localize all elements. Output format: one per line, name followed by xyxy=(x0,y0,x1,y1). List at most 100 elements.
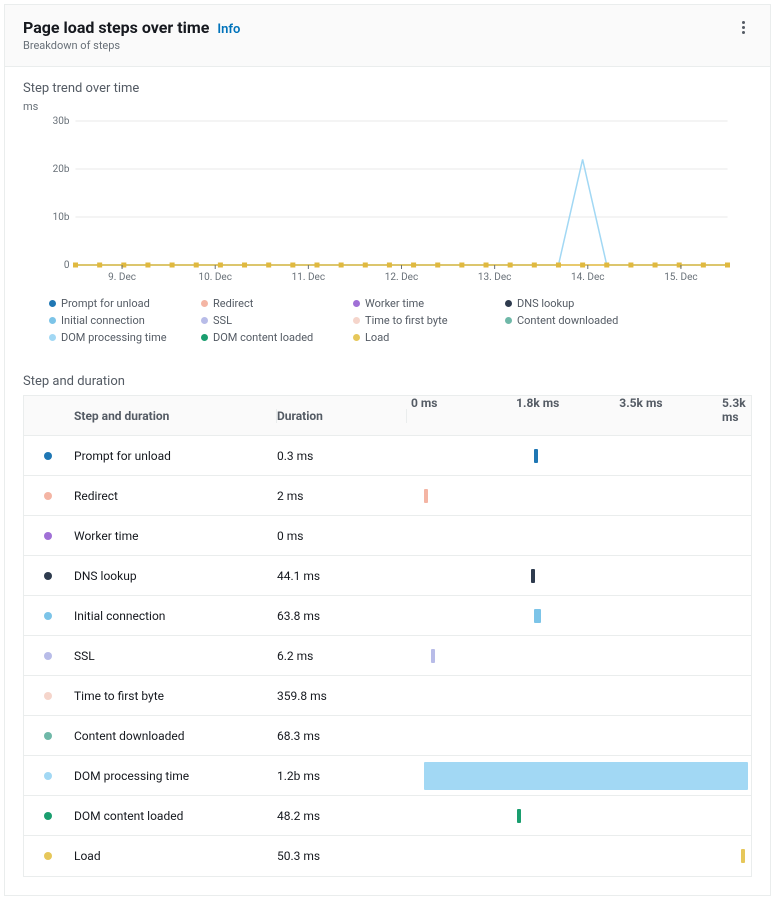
row-duration-value: 0.3 ms xyxy=(277,449,407,463)
legend-item: DOM content loaded xyxy=(201,331,341,344)
legend-item: Load xyxy=(353,331,493,344)
row-color-dot-icon xyxy=(44,772,52,780)
step-duration-table: Step and duration Duration 0 ms1.8k ms3.… xyxy=(23,395,752,877)
legend-dot-icon xyxy=(353,317,360,324)
header-left: Page load steps over time Info Breakdown… xyxy=(23,18,734,52)
legend-dot-icon xyxy=(505,317,512,324)
duration-bar xyxy=(741,849,745,863)
legend-item: DOM processing time xyxy=(49,331,189,344)
row-duration-value: 44.1 ms xyxy=(277,569,407,583)
table-row: DOM content loaded48.2 ms xyxy=(24,796,751,836)
svg-text:10b: 10b xyxy=(53,212,70,223)
row-duration-value: 63.8 ms xyxy=(277,609,407,623)
row-duration-value: 0 ms xyxy=(277,529,407,543)
row-bar-cell xyxy=(407,596,751,635)
legend-label: Load xyxy=(365,331,389,344)
row-bar-cell xyxy=(407,796,751,835)
chart-y-unit: ms xyxy=(23,100,752,113)
legend-dot-icon xyxy=(201,334,208,341)
bar-axis-tick: 1.8k ms xyxy=(516,396,559,410)
legend-dot-icon xyxy=(49,334,56,341)
legend-item: Worker time xyxy=(353,297,493,310)
svg-text:20b: 20b xyxy=(53,164,70,175)
duration-bar xyxy=(431,649,435,663)
table-row: SSL6.2 ms xyxy=(24,636,751,676)
duration-bar xyxy=(534,449,538,463)
row-bar-cell xyxy=(407,556,751,595)
legend-label: Initial connection xyxy=(61,314,145,327)
page-load-steps-panel: Page load steps over time Info Breakdown… xyxy=(4,4,771,896)
legend-dot-icon xyxy=(505,300,512,307)
row-color-dot-icon xyxy=(44,452,52,460)
info-link[interactable]: Info xyxy=(217,22,240,37)
table-row: Initial connection63.8 ms xyxy=(24,596,751,636)
row-duration-value: 6.2 ms xyxy=(277,649,407,663)
row-bar-cell xyxy=(407,716,751,755)
chart-section: Step trend over time ms 0 10b 20b 30b 9. Dec… xyxy=(5,67,770,360)
svg-text:0: 0 xyxy=(64,260,70,271)
duration-bar xyxy=(531,569,535,583)
legend-item: Initial connection xyxy=(49,314,189,327)
row-color-dot-icon xyxy=(44,812,52,820)
row-bar-cell xyxy=(407,516,751,555)
row-color-dot-icon xyxy=(44,652,52,660)
bar-axis-tick: 5.3k ms xyxy=(722,396,746,424)
table-row: Redirect2 ms xyxy=(24,476,751,516)
row-duration-value: 68.3 ms xyxy=(277,729,407,743)
legend-label: DOM processing time xyxy=(61,331,167,344)
duration-bar xyxy=(534,609,541,623)
table-header: Step and duration Duration 0 ms1.8k ms3.… xyxy=(24,396,751,436)
legend-label: Redirect xyxy=(213,297,253,310)
row-duration-value: 2 ms xyxy=(277,489,407,503)
panel-title: Page load steps over time xyxy=(23,18,209,37)
svg-text:12. Dec: 12. Dec xyxy=(385,272,418,283)
row-color-dot-icon xyxy=(44,612,52,620)
legend-item: Prompt for unload xyxy=(49,297,189,310)
duration-bar xyxy=(424,489,428,503)
legend-dot-icon xyxy=(353,334,360,341)
table-body: Prompt for unload0.3 ms Redirect2 ms Worke… xyxy=(24,436,751,876)
chart-legend: Prompt for unload Redirect Worker time DNS … xyxy=(23,293,752,360)
legend-label: DNS lookup xyxy=(517,297,574,310)
row-duration-value: 48.2 ms xyxy=(277,809,407,823)
bar-axis-tick: 0 ms xyxy=(411,396,437,410)
panel-subtitle: Breakdown of steps xyxy=(23,39,734,52)
bar-axis-tick: 3.5k ms xyxy=(619,396,662,410)
row-step-label: Prompt for unload xyxy=(72,449,277,463)
legend-item: Time to first byte xyxy=(353,314,493,327)
row-step-label: Load xyxy=(72,849,277,863)
legend-label: Content downloaded xyxy=(517,314,618,327)
trend-chart: 010b20b30b9. Dec10. Dec11. Dec12. Dec13.… xyxy=(23,113,752,293)
row-color-dot-icon xyxy=(44,732,52,740)
row-step-label: Content downloaded xyxy=(72,729,277,743)
legend-dot-icon xyxy=(49,300,56,307)
panel-header: Page load steps over time Info Breakdown… xyxy=(5,5,770,67)
svg-text:14. Dec: 14. Dec xyxy=(571,272,604,283)
table-section-title: Step and duration xyxy=(23,374,752,389)
row-step-label: Worker time xyxy=(72,529,277,543)
svg-text:30b: 30b xyxy=(53,116,70,127)
chart-section-title: Step trend over time xyxy=(23,81,752,96)
row-color-dot-icon xyxy=(44,852,52,860)
row-bar-cell xyxy=(407,756,751,795)
legend-label: Time to first byte xyxy=(365,314,448,327)
more-menu-icon[interactable] xyxy=(734,18,752,36)
table-row: Load50.3 ms xyxy=(24,836,751,876)
legend-item: Content downloaded xyxy=(505,314,645,327)
row-bar-cell xyxy=(407,676,751,715)
row-color-dot-icon xyxy=(44,492,52,500)
row-step-label: Time to first byte xyxy=(72,689,277,703)
legend-label: SSL xyxy=(213,314,232,327)
legend-dot-icon xyxy=(201,317,208,324)
row-color-dot-icon xyxy=(44,532,52,540)
svg-text:15. Dec: 15. Dec xyxy=(664,272,697,283)
row-duration-value: 50.3 ms xyxy=(277,849,407,863)
svg-text:9. Dec: 9. Dec xyxy=(108,272,136,283)
row-step-label: Redirect xyxy=(72,489,277,503)
row-step-label: DNS lookup xyxy=(72,569,277,583)
legend-item: Redirect xyxy=(201,297,341,310)
legend-dot-icon xyxy=(353,300,360,307)
col-step-header: Step and duration xyxy=(72,409,277,423)
table-section: Step and duration xyxy=(5,360,770,389)
row-bar-cell xyxy=(407,636,751,675)
